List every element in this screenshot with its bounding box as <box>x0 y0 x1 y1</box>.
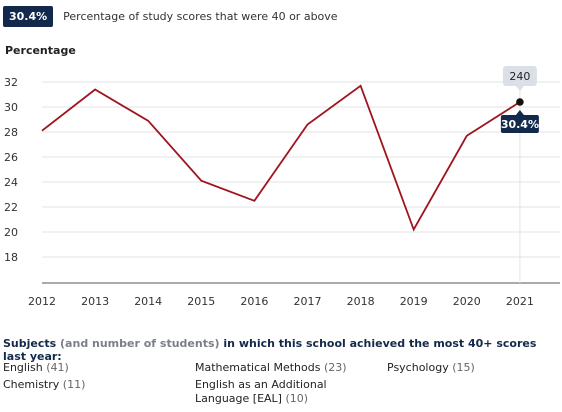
subject-item: Mathematical Methods (23) <box>195 361 347 375</box>
stat-caption: Percentage of study scores that were 40 … <box>63 9 338 23</box>
x-tick-label: 2012 <box>28 295 56 308</box>
x-tick-label: 2014 <box>134 295 162 308</box>
tooltip-box-top <box>502 66 537 86</box>
subject-name: Psychology <box>387 361 449 374</box>
x-tick-label: 2019 <box>400 295 428 308</box>
subject-count: (23) <box>323 361 347 374</box>
tooltip-pointer-top <box>515 86 524 91</box>
data-point <box>40 129 44 133</box>
data-point <box>306 123 310 127</box>
data-point <box>359 84 363 88</box>
data-point <box>465 134 469 138</box>
tooltip-bottom-label: 30.4% <box>501 118 539 131</box>
subject-name: Mathematical Methods <box>195 361 321 374</box>
subject-item: English (41) <box>3 361 69 375</box>
series-line <box>41 84 521 232</box>
y-tick-label: 30 <box>4 101 18 114</box>
stat-badge: 30.4% <box>3 5 54 27</box>
subjects-heading: Subjects (and number of students) in whi… <box>3 337 562 363</box>
x-tick-label: 2018 <box>347 295 375 308</box>
subject-count: (11) <box>62 378 86 391</box>
y-tick-label: 22 <box>4 201 18 214</box>
y-tick-label: 32 <box>4 76 18 89</box>
data-point <box>146 119 150 123</box>
y-tick-label: 28 <box>4 126 18 139</box>
y-tick-label: 18 <box>4 251 18 264</box>
x-tick-label: 2013 <box>81 295 109 308</box>
subject-count: (15) <box>452 361 475 374</box>
line-chart[interactable]: 18 20 22 24 26 28 30 32 2012 2013 2014 2015 2016 2017… <box>0 60 562 320</box>
subjects-heading-end: in which this school achieved the most 4… <box>3 337 537 363</box>
data-point <box>93 88 97 92</box>
x-tick-label: 2016 <box>240 295 268 308</box>
subject-name: English as an Additional Language [EAL] <box>195 378 327 405</box>
y-tick-label: 20 <box>4 226 18 239</box>
subjects-heading-muted: (and number of students) <box>60 337 220 350</box>
subject-item: English as an Additional Language [EAL] … <box>195 378 345 406</box>
data-point <box>199 179 203 183</box>
x-tick-label: 2021 <box>506 295 534 308</box>
subject-item: Psychology (15) <box>387 361 475 375</box>
y-tick-label: 24 <box>4 176 18 189</box>
tooltip-top-label: 240 <box>509 70 530 83</box>
subject-count: (10) <box>285 392 309 405</box>
x-tick-label: 2015 <box>187 295 215 308</box>
data-point <box>412 228 416 232</box>
data-point <box>252 199 256 203</box>
stat-row: 30.4% Percentage of study scores that we… <box>3 5 338 27</box>
subject-item: Chemistry (11) <box>3 378 85 392</box>
subject-count: (41) <box>46 361 69 374</box>
subjects-heading-start: Subjects <box>3 337 57 350</box>
subject-name: Chemistry <box>3 378 60 391</box>
highlight-point <box>516 98 524 106</box>
y-axis-title: Percentage <box>5 44 76 57</box>
x-tick-label: 2017 <box>294 295 322 308</box>
x-tick-label: 2020 <box>453 295 481 308</box>
tooltip-pointer-bottom <box>515 110 524 115</box>
y-tick-label: 26 <box>4 151 18 164</box>
tooltip-box-bottom <box>500 115 539 133</box>
subject-name: English <box>3 361 43 374</box>
